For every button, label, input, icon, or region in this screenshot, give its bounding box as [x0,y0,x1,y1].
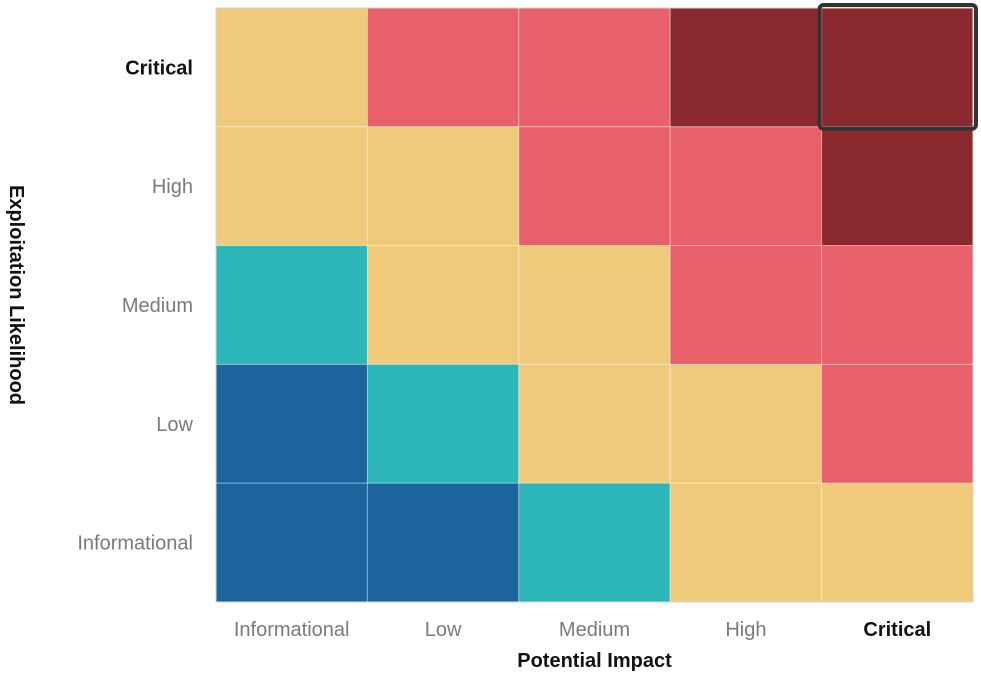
heatmap-cell-medium [669,363,823,484]
x-tick-label: Medium [559,619,630,641]
heatmap-cell-medium [518,363,671,484]
heatmap-cell-medium [669,482,823,603]
heatmap-cells [215,7,974,603]
y-axis-title: Exploitation Likelihood [5,185,27,405]
heatmap-cell-medium [366,126,520,247]
heatmap-cell-low [215,245,368,365]
y-tick-label: Critical [125,57,193,79]
heatmap-cell-high [518,7,671,128]
heatmap-cell-medium [821,482,974,603]
y-tick-label: Informational [77,533,193,555]
x-tick-labels: Informational Low Medium High Critical [234,619,931,641]
heatmap-cell-high [821,245,974,365]
heatmap-cell-high [669,126,823,247]
plot-frame [215,7,974,603]
heatmap-cell-informational [366,482,520,603]
x-tick-label: Informational [234,619,350,641]
y-tick-label: Low [156,414,193,436]
heatmap-cell-medium [215,126,368,247]
y-tick-label: Medium [122,295,193,317]
x-tick-label: Low [425,619,462,641]
heatmap-cell-informational [215,363,368,484]
heatmap-cell-high [669,245,823,365]
y-tick-labels: Critical High Medium Low Informational [77,57,193,554]
heatmap-cell-medium [518,245,671,365]
heatmap-cell-critical [669,7,823,128]
heatmap-cell-high [366,7,520,128]
x-tick-label: High [725,619,766,641]
heatmap-cell-medium [366,245,520,365]
heatmap-cell-critical [821,7,974,128]
heatmap-cell-low [518,482,671,603]
heatmap-cell-high [821,363,974,484]
y-tick-label: High [152,176,193,198]
highlighted-cell-outline [817,3,978,131]
heatmap-cell-informational [215,482,368,603]
heatmap-cell-high [518,126,671,247]
heatmap-cell-low [366,363,520,484]
x-axis-title: Potential Impact [517,650,672,672]
heatmap-cell-critical [821,126,974,247]
x-tick-label: Critical [863,619,931,641]
heatmap-cell-medium [215,7,368,128]
